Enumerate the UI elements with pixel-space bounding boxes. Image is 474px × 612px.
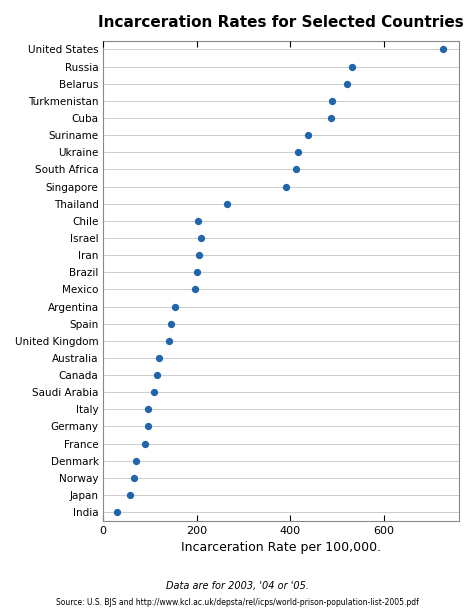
Point: [130, 473, 137, 483]
Title: Incarceration Rates for Selected Countries: Incarceration Rates for Selected Countri…: [98, 15, 464, 30]
Point: [193, 267, 201, 277]
Point: [304, 130, 311, 140]
Point: [196, 250, 203, 260]
Point: [282, 182, 289, 192]
Point: [142, 439, 149, 449]
Point: [126, 490, 134, 500]
Point: [167, 319, 174, 329]
Point: [327, 113, 335, 123]
Point: [223, 199, 230, 209]
Point: [155, 353, 163, 363]
Text: Source: U.S. BJS and http://www.kcl.ac.uk/depsta/rel/icps/world-prison-populatio: Source: U.S. BJS and http://www.kcl.ac.u…: [55, 598, 419, 606]
Point: [172, 302, 179, 312]
Point: [292, 165, 300, 174]
Point: [195, 216, 202, 226]
Point: [343, 79, 350, 89]
Point: [132, 456, 139, 466]
Point: [328, 96, 336, 106]
Point: [154, 370, 161, 380]
Point: [165, 336, 173, 346]
Point: [113, 507, 121, 517]
Point: [145, 405, 152, 414]
Point: [144, 422, 152, 431]
Point: [151, 387, 158, 397]
X-axis label: Incarceration Rate per 100,000.: Incarceration Rate per 100,000.: [181, 541, 381, 554]
Point: [191, 285, 199, 294]
Point: [348, 62, 356, 72]
Point: [439, 45, 447, 54]
Point: [197, 233, 205, 243]
Text: Data are for 2003, '04 or '05.: Data are for 2003, '04 or '05.: [165, 581, 309, 591]
Point: [294, 147, 301, 157]
